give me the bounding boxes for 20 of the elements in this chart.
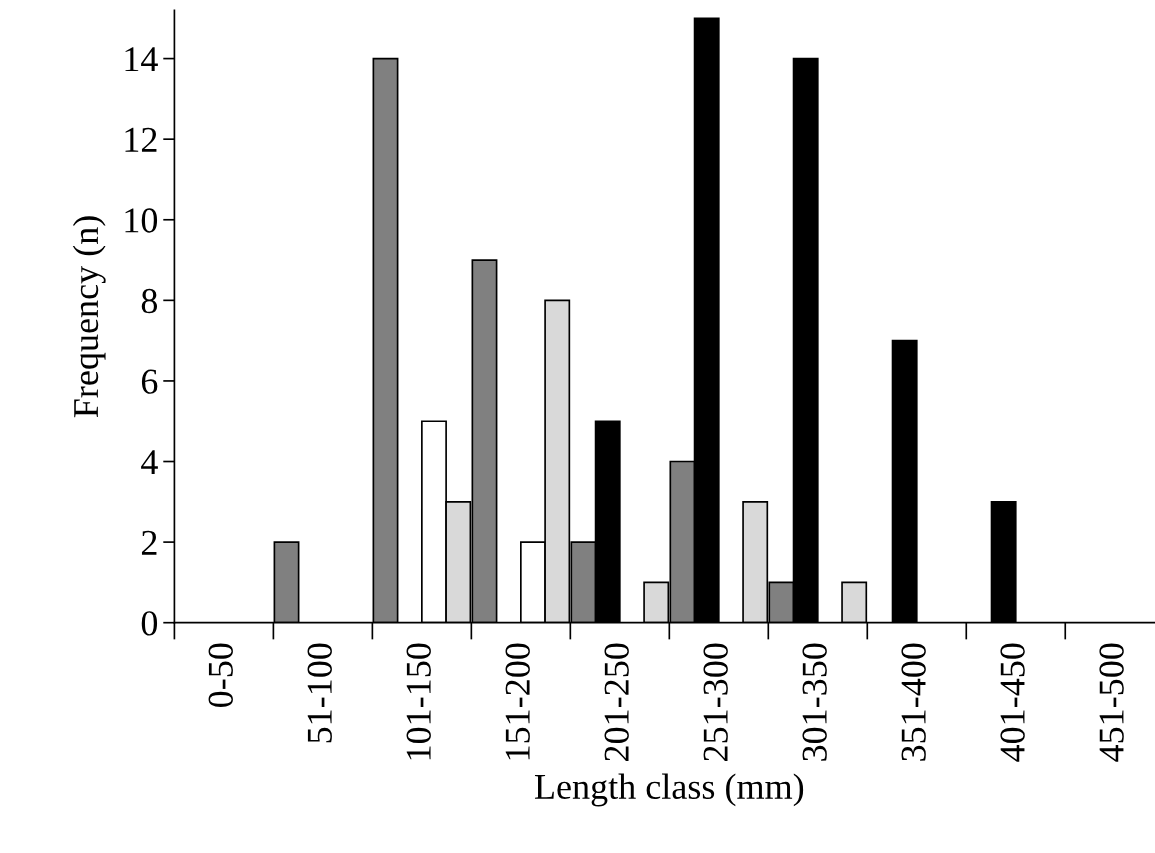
y-axis-title: Frequency (n) <box>72 216 106 418</box>
x-tick-label: 101-150 <box>406 643 431 760</box>
y-tick-label: 8 <box>141 288 158 314</box>
x-tick-label: 51-100 <box>307 643 332 743</box>
x-tick-label: 451-500 <box>1099 643 1124 762</box>
x-tick-label: 401-450 <box>1000 643 1025 762</box>
x-tick-label: 151-200 <box>505 643 530 760</box>
y-tick-label: 10 <box>125 208 158 233</box>
x-tick-label: 301-350 <box>802 643 827 761</box>
y-tick-label: 0 <box>141 611 158 636</box>
x-axis-title: Length class (mm) <box>534 773 804 807</box>
y-tick-label: 14 <box>125 47 158 72</box>
y-tick-label: 4 <box>141 450 158 475</box>
x-tick-label: 351-400 <box>901 643 926 761</box>
x-tick-label: 0-50 <box>208 643 233 707</box>
x-tick-label: 251-300 <box>703 643 728 761</box>
x-tick-label: 201-250 <box>604 643 629 761</box>
y-tick-label: 6 <box>141 369 158 394</box>
y-tick-label: 2 <box>141 530 157 555</box>
y-tick-label: 12 <box>125 127 157 152</box>
